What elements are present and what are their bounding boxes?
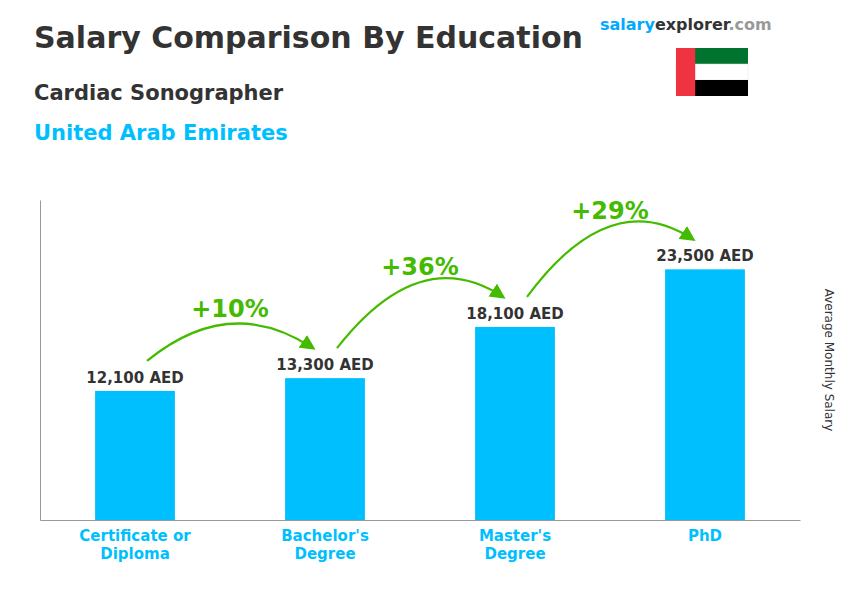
- arrow: [337, 278, 503, 348]
- bar: [285, 378, 365, 520]
- x-tick-label: Certificate orDiploma: [79, 527, 191, 563]
- x-tick-label-line: Bachelor's: [281, 527, 369, 545]
- x-tick-label: Master'sDegree: [479, 527, 551, 563]
- pct-label: +29%: [571, 197, 649, 225]
- x-tick-label: PhD: [688, 527, 722, 545]
- x-tick: Master'sDegree: [479, 527, 551, 563]
- value-labels: 12,100 AED 13,300 AED 18,100 AED 23,500 AED: [86, 247, 753, 387]
- bars: [95, 269, 745, 520]
- subtitle: Cardiac Sonographer: [34, 81, 284, 105]
- chart-container: Certificate orDiplomaBachelor'sDegreeMas…: [0, 0, 850, 606]
- x-tick-label-line: Master's: [479, 527, 551, 545]
- arrow: [527, 221, 693, 297]
- arrow: [147, 323, 313, 360]
- x-tick: Certificate orDiploma: [79, 527, 191, 563]
- bar: [475, 327, 555, 520]
- x-tick: PhD: [688, 527, 722, 545]
- subtitle2: United Arab Emirates: [34, 121, 288, 145]
- bar: [95, 391, 175, 520]
- brand-part: salary: [600, 15, 655, 34]
- value-label: 13,300 AED: [276, 356, 373, 374]
- pct-label: +10%: [191, 295, 269, 323]
- title: Salary Comparison By Education: [34, 20, 583, 55]
- brand-part: .com: [728, 15, 771, 34]
- flag-stripe: [676, 48, 695, 96]
- x-axis-line: [41, 520, 801, 521]
- y-axis-line: [40, 201, 41, 521]
- value-label: 23,500 AED: [656, 247, 753, 265]
- brand: salaryexplorer.com: [600, 15, 772, 34]
- x-tick-label-line: PhD: [688, 527, 722, 545]
- x-tick-label-line: Degree: [294, 545, 355, 563]
- bar: [665, 269, 745, 520]
- chart-svg: Certificate orDiplomaBachelor'sDegreeMas…: [0, 0, 850, 606]
- x-tick-label-line: Degree: [484, 545, 545, 563]
- y-axis: [40, 201, 41, 521]
- x-axis: Certificate orDiplomaBachelor'sDegreeMas…: [41, 521, 801, 563]
- x-tick-label-line: Certificate or: [79, 527, 191, 545]
- pct-label: +36%: [381, 253, 459, 281]
- brand-part: explorer: [655, 15, 731, 34]
- y-axis-label: Average Monthly Salary: [822, 289, 836, 432]
- value-label: 12,100 AED: [86, 369, 183, 387]
- x-tick: Bachelor'sDegree: [281, 527, 369, 563]
- flag: [676, 48, 748, 96]
- x-tick-label: Bachelor'sDegree: [281, 527, 369, 563]
- value-label: 18,100 AED: [466, 305, 563, 323]
- annotations: +10% +36% +29%: [147, 197, 693, 361]
- x-tick-label-line: Diploma: [100, 545, 170, 563]
